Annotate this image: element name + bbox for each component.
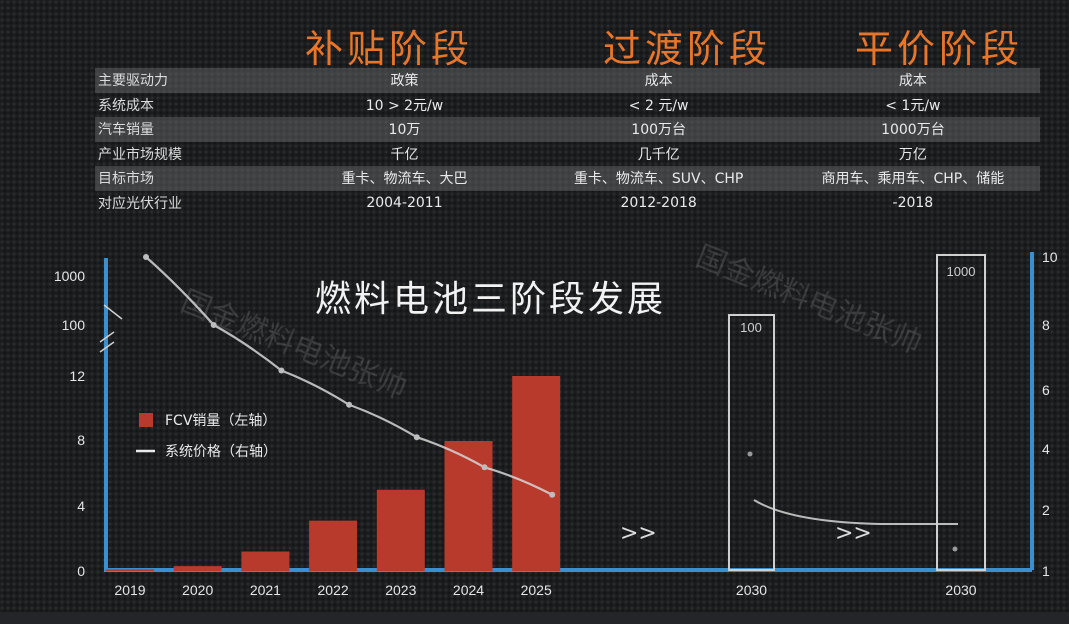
phase-title-transition: 过渡阶段: [603, 27, 772, 71]
row-label: 目标市场: [95, 166, 278, 191]
legend-swatch-bar: [139, 413, 153, 427]
axis-break-icon: [103, 304, 123, 320]
phase-title-subsidy: 补贴阶段: [305, 27, 474, 71]
right-tick-label: 2: [1042, 502, 1050, 518]
chart-title: 燃料电池三阶段发展: [315, 279, 667, 320]
row-label: 汽车销量: [95, 117, 278, 142]
table-row: 主要驱动力 政策 成本 成本: [95, 68, 1040, 93]
row-cell: 100万台: [531, 117, 786, 142]
footer-bar: [0, 612, 1069, 624]
left-tick-label: 8: [77, 432, 85, 448]
x-tick-label: 2030: [736, 582, 767, 598]
row-cell: < 1元/w: [885, 97, 941, 114]
table-row: 对应光伏行业 2004-2011 2012-2018 -2018: [95, 191, 1040, 216]
x-tick-label: 2021: [250, 582, 281, 598]
row-cell: 商用车、乘用车、CHP、储能: [785, 166, 1040, 191]
right-tick-label: 8: [1042, 317, 1050, 333]
row-cell: 2004-2011: [366, 194, 443, 211]
row-cell: 重卡、物流车、大巴: [277, 166, 532, 191]
x-tick-label: 2024: [453, 582, 484, 598]
table-row: 汽车销量 10万 100万台 1000万台: [95, 117, 1040, 142]
legend-label-bar: FCV销量（左轴）: [165, 413, 276, 429]
left-tick-label: 1000: [54, 268, 85, 284]
point-system-price: [413, 434, 420, 441]
bar-fcv-sales: [309, 520, 358, 571]
row-cell: 10 > 2元/w: [365, 97, 444, 114]
point-system-price: [278, 367, 285, 374]
point-system-price: [346, 401, 353, 408]
arrow-icon: >>: [835, 521, 872, 546]
row-cell: 10万: [277, 117, 532, 142]
left-tick-label: 12: [69, 368, 85, 384]
x-tick-label: 2030: [945, 582, 976, 598]
stage-comparison-table: 主要驱动力 政策 成本 成本 系统成本 10 > 2元/w < 2 元/w < 1元/w 汽车销…: [95, 68, 1040, 215]
projection-box: [936, 254, 986, 571]
row-cell: 万亿: [898, 146, 927, 163]
right-tick-label: 4: [1042, 441, 1050, 457]
row-label: 产业市场规模: [98, 146, 182, 163]
x-tick-label: 2022: [318, 582, 349, 598]
projection-box-label: 1000: [947, 264, 976, 279]
row-cell: < 2 元/w: [628, 97, 689, 114]
x-tick-label: 2025: [521, 582, 552, 598]
point-projection: [952, 546, 958, 552]
left-tick-label: 100: [62, 317, 86, 333]
left-tick-label: 0: [77, 563, 85, 579]
bar-fcv-sales: [444, 441, 493, 571]
table-row: 系统成本 10 > 2元/w < 2 元/w < 1元/w: [95, 93, 1040, 118]
row-cell: 重卡、物流车、SUV、CHP: [531, 166, 786, 191]
arrow-icon: >>: [620, 521, 657, 546]
line-projection: [753, 499, 958, 525]
bar-fcv-sales: [376, 489, 425, 571]
point-system-price: [549, 491, 556, 498]
right-tick-label: 10: [1042, 249, 1058, 265]
legend-label-line: 系统价格（右轴）: [165, 444, 277, 460]
axis-break-icon: [99, 331, 115, 353]
point-system-price: [481, 464, 488, 471]
x-tick-label: 2023: [385, 582, 416, 598]
row-cell: 1000万台: [785, 117, 1040, 142]
bar-fcv-sales: [106, 569, 154, 571]
point-system-price: [143, 254, 149, 260]
bar-fcv-sales: [173, 566, 222, 571]
row-label: 主要驱动力: [95, 68, 278, 93]
row-cell: 千亿: [390, 146, 419, 163]
row-label: 对应光伏行业: [98, 195, 182, 212]
row-cell: 几千亿: [637, 146, 680, 163]
bar-fcv-sales: [512, 376, 561, 571]
right-tick-label: 1: [1042, 563, 1050, 579]
right-tick-label: 6: [1042, 382, 1050, 398]
row-cell: -2018: [892, 194, 934, 211]
table-row: 产业市场规模 千亿 几千亿 万亿: [95, 142, 1040, 167]
projection-box: [728, 314, 775, 571]
bar-fcv-sales: [241, 551, 290, 571]
row-cell: 成本: [531, 68, 786, 93]
table-row: 目标市场 重卡、物流车、大巴 重卡、物流车、SUV、CHP 商用车、乘用车、CHP、储…: [95, 166, 1040, 191]
row-label: 系统成本: [98, 97, 154, 114]
x-tick-label: 2019: [114, 582, 145, 598]
x-tick-label: 2020: [182, 582, 213, 598]
row-cell: 2012-2018: [620, 194, 697, 211]
point-projection: [747, 451, 753, 457]
point-system-price: [210, 322, 217, 328]
projection-box-label: 100: [740, 320, 762, 335]
phase-title-parity: 平价阶段: [855, 27, 1024, 71]
left-tick-label: 4: [77, 498, 85, 514]
row-cell: 政策: [277, 68, 532, 93]
row-cell: 成本: [785, 68, 1040, 93]
